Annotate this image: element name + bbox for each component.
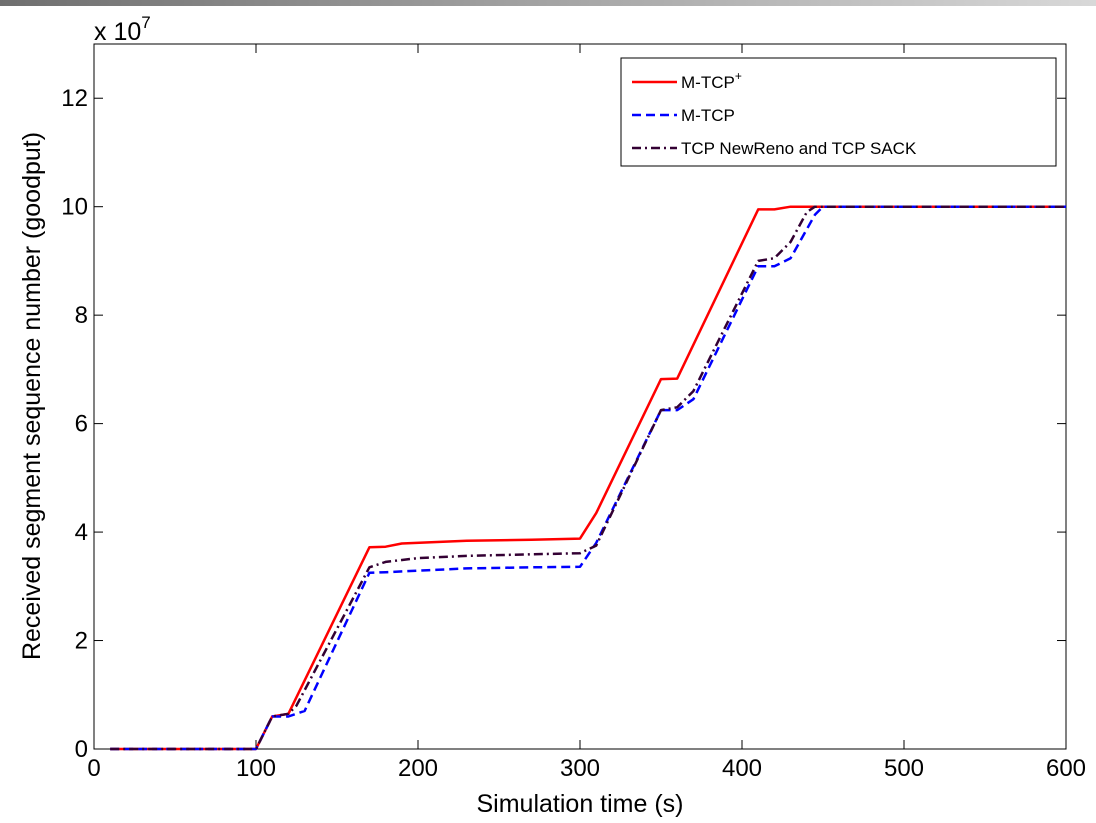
x-tick-label: 500	[884, 755, 924, 782]
legend-label: M-TCP+	[681, 69, 742, 92]
legend-box	[620, 57, 1057, 167]
y-axis: 0 2 4 6 8 10 12	[61, 85, 1066, 763]
x-tick-label: 300	[560, 755, 600, 782]
y-tick-label: 6	[75, 411, 88, 438]
legend-label-superscript: +	[735, 69, 742, 83]
y-multiplier-exponent: 7	[141, 13, 150, 32]
x-tick-label: 0	[87, 755, 100, 782]
x-tick-label: 600	[1046, 755, 1086, 782]
y-axis-label: Received segment sequence number (goodpu…	[18, 132, 46, 660]
legend: M-TCP+ M-TCP TCP NewReno and TCP SACK	[620, 57, 1057, 167]
x-axis-label: Simulation time (s)	[477, 790, 684, 818]
y-multiplier-base: x 10	[94, 18, 141, 46]
x-tick-label: 100	[236, 755, 276, 782]
legend-label: M-TCP	[681, 106, 735, 125]
y-tick-label: 10	[61, 194, 88, 221]
series-line	[110, 205, 1066, 751]
series-line	[110, 205, 1066, 751]
legend-label: TCP NewReno and TCP SACK	[681, 139, 917, 158]
x-axis: 0 100 200 300 400 500 600	[87, 44, 1086, 782]
y-multiplier: x 107	[94, 13, 151, 46]
series-layer	[110, 205, 1066, 751]
x-tick-label: 200	[398, 755, 438, 782]
y-tick-label: 0	[75, 736, 88, 763]
y-tick-label: 8	[75, 302, 88, 329]
x-tick-label: 400	[722, 755, 762, 782]
y-tick-label: 2	[75, 628, 88, 655]
top-banner-strip	[0, 0, 1096, 6]
y-tick-label: 12	[61, 85, 88, 112]
y-tick-label: 4	[75, 519, 88, 546]
